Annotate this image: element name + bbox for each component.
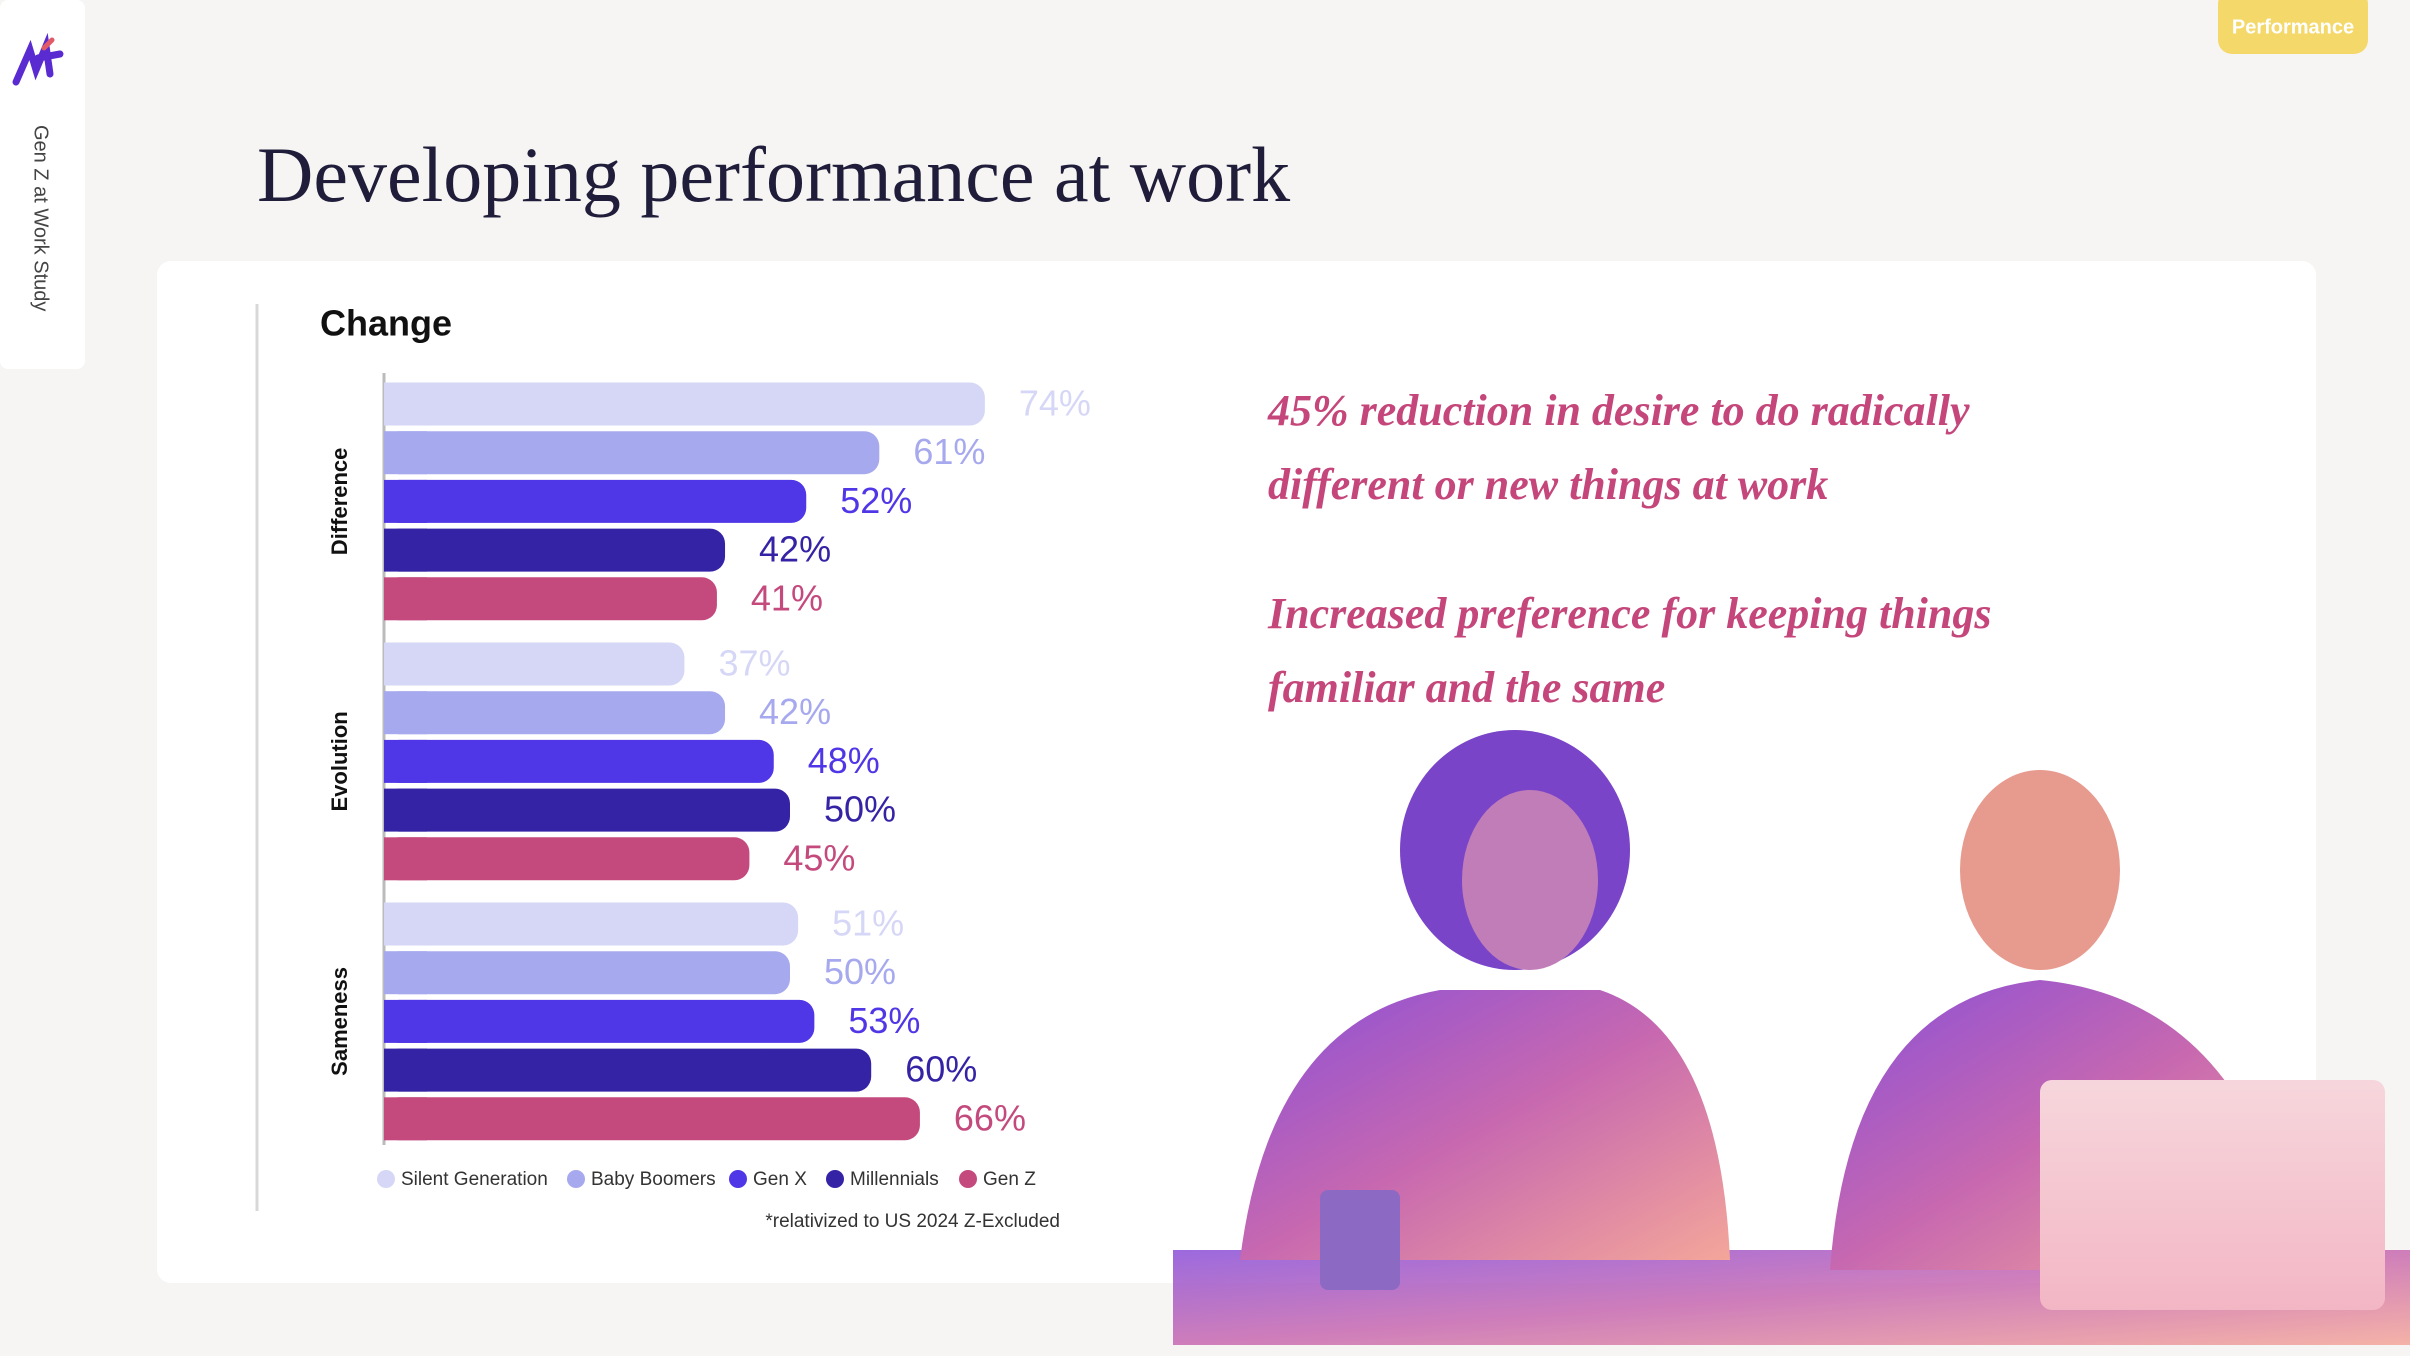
bar (384, 999, 815, 1043)
legend-label: Baby Boomers (591, 1169, 716, 1190)
bar-base (384, 788, 427, 832)
value-label: 61% (913, 431, 985, 472)
legend-label: Gen Z (983, 1169, 1036, 1190)
bar (384, 1048, 872, 1092)
value-label: 74% (1019, 383, 1091, 424)
logo-accent (41, 37, 55, 51)
bar-base (384, 691, 427, 735)
badge[interactable] (2218, 0, 2368, 54)
bar (384, 788, 790, 832)
sidebar-label: Gen Z at Work Study (30, 125, 52, 311)
value-label: 66% (954, 1097, 1026, 1138)
bar-base (384, 837, 427, 881)
bar (384, 837, 750, 881)
value-label: 48% (808, 740, 880, 781)
bar-base (384, 642, 427, 686)
bar-base (384, 1048, 427, 1092)
value-label: 52% (840, 480, 912, 521)
callout-line: familiar and the same (1268, 663, 1665, 712)
value-label: 45% (783, 837, 855, 878)
value-label: 60% (905, 1049, 977, 1090)
legend-swatch (959, 1170, 977, 1188)
bar-base (384, 902, 427, 946)
bar (384, 577, 717, 621)
callout-line: different or new things at work (1268, 460, 1828, 509)
bar (384, 431, 880, 475)
logo (12, 32, 64, 86)
category-label: Sameness (327, 967, 352, 1076)
bar-base (384, 999, 427, 1043)
photo-face (1960, 770, 2120, 970)
value-label: 41% (751, 577, 823, 618)
value-label: 42% (759, 529, 831, 570)
bar (384, 382, 985, 426)
bar-base (384, 528, 427, 572)
bar-base (384, 1097, 427, 1141)
legend-label: Gen X (753, 1169, 807, 1190)
bar-base (384, 577, 427, 621)
chart-title: Change (320, 303, 452, 344)
photo-cup (1320, 1190, 1400, 1290)
footnote: *relativized to US 2024 Z-Excluded (765, 1211, 1060, 1232)
photo (1173, 730, 2410, 1345)
photo-laptop (2040, 1080, 2385, 1310)
legend-swatch (377, 1170, 395, 1188)
value-label: 53% (848, 1000, 920, 1041)
callout-line: Increased preference for keeping things (1267, 589, 1992, 638)
value-label: 51% (832, 903, 904, 944)
value-label: 37% (718, 643, 790, 684)
photo-face (1462, 790, 1598, 970)
value-label: 50% (824, 789, 896, 830)
bar-base (384, 479, 427, 523)
value-label: 42% (759, 691, 831, 732)
category-label: Difference (327, 448, 352, 556)
bar-base (384, 739, 427, 783)
badge-label[interactable]: Performance (2232, 16, 2354, 38)
bar-base (384, 431, 427, 475)
bar-base (384, 951, 427, 995)
bar (384, 691, 726, 735)
category-label: Evolution (327, 711, 352, 811)
value-label: 50% (824, 951, 896, 992)
legend-swatch (729, 1170, 747, 1188)
bar (384, 642, 685, 686)
bar (384, 739, 774, 783)
legend-label: Millennials (850, 1169, 939, 1190)
callout-line: 45% reduction in desire to do radically (1267, 386, 1970, 435)
bar (384, 479, 807, 523)
slide-title: Developing performance at work (257, 131, 1290, 218)
bar (384, 528, 726, 572)
legend-swatch (826, 1170, 844, 1188)
bar (384, 1097, 920, 1141)
legend-label: Silent Generation (401, 1169, 548, 1190)
bar (384, 951, 790, 995)
legend-swatch (567, 1170, 585, 1188)
sidebar (0, 0, 85, 369)
bar (384, 902, 799, 946)
bar-base (384, 382, 427, 426)
